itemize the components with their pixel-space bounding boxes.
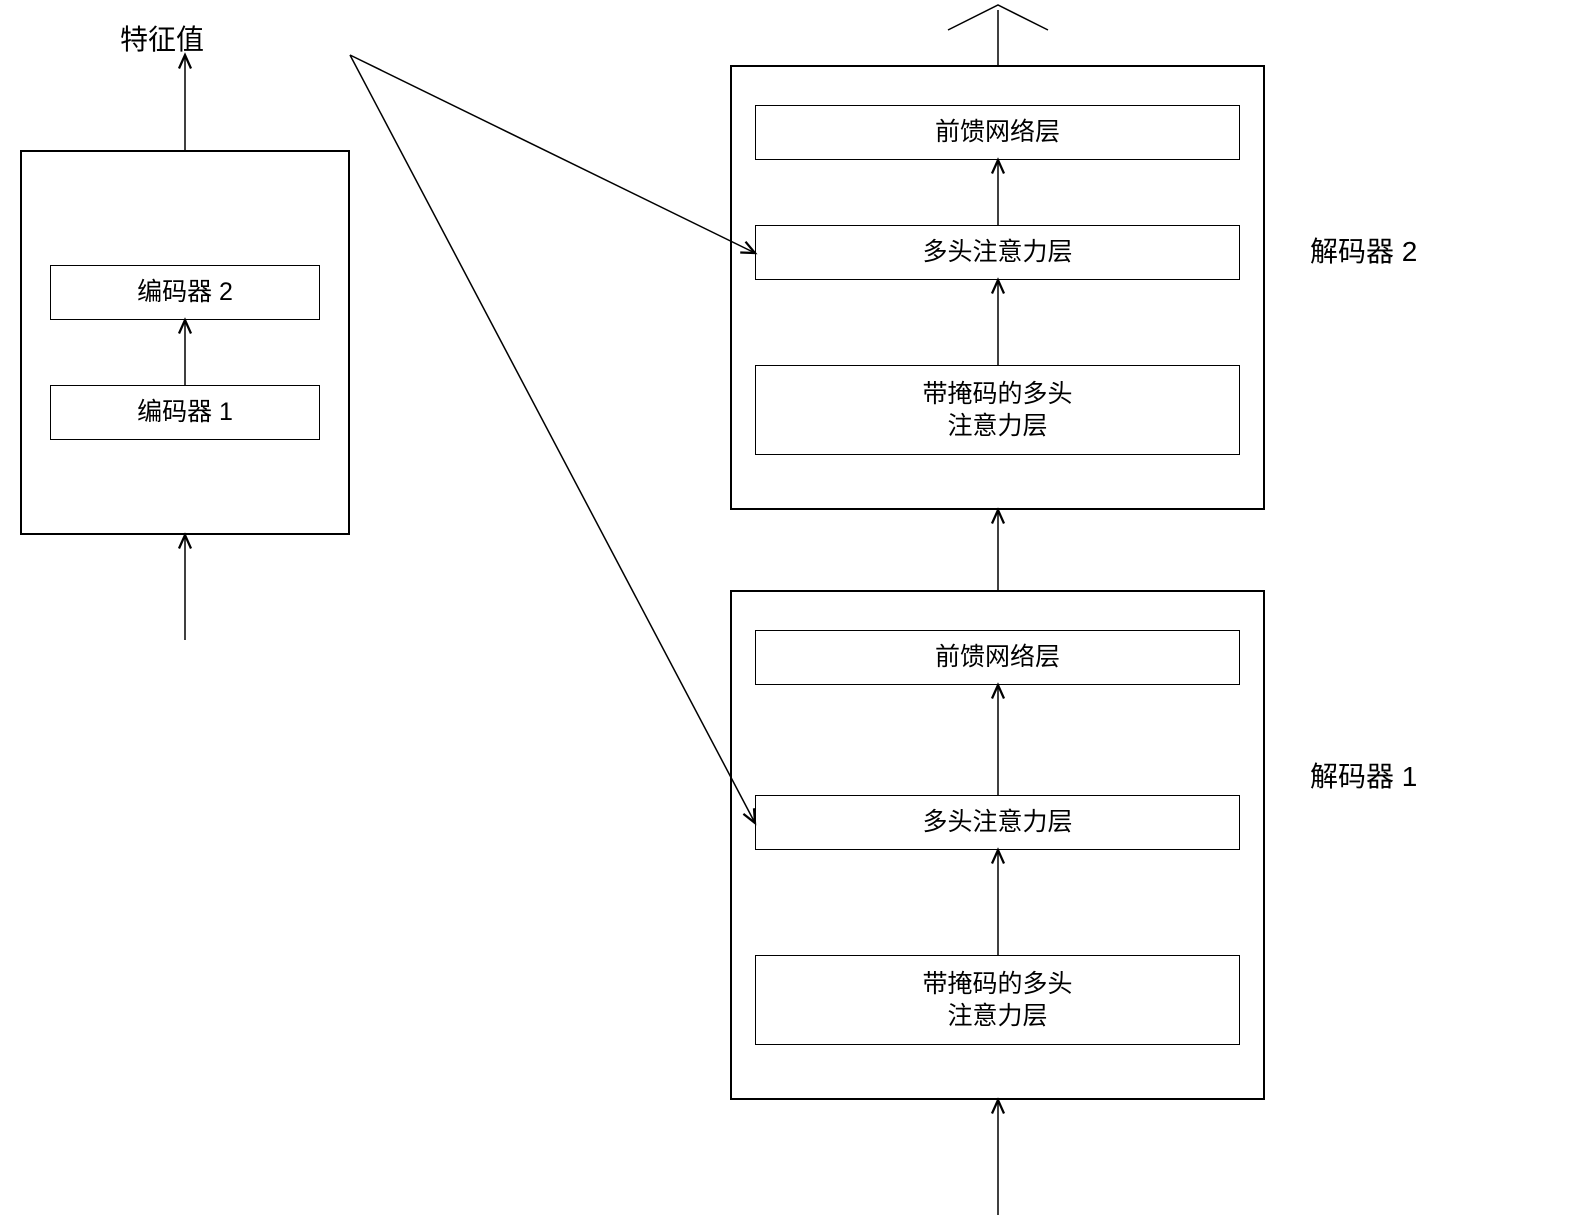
decoder-1-mha-label: 多头注意力层 (922, 806, 1072, 839)
decoder-1-ffn-box: 前馈网络层 (755, 630, 1240, 685)
decoder-2-mha-box: 多头注意力层 (755, 225, 1240, 280)
encoder-1-label: 编码器 1 (137, 396, 233, 429)
decoder-2-ffn-box: 前馈网络层 (755, 105, 1240, 160)
encoder-to-dec1-mha-line (350, 55, 755, 823)
top-label-eigenvalue: 特征值 (120, 18, 204, 58)
decoder-1-masked-box: 带掩码的多头 注意力层 (755, 955, 1240, 1045)
decoder-2-mha-label: 多头注意力层 (922, 236, 1072, 269)
encoder-2-box: 编码器 2 (50, 265, 320, 320)
encoder-1-box: 编码器 1 (50, 385, 320, 440)
decoder-2-ffn-label: 前馈网络层 (935, 116, 1060, 149)
decoder-1-mha-box: 多头注意力层 (755, 795, 1240, 850)
encoder-2-label: 编码器 2 (137, 276, 233, 309)
encoder-container (20, 150, 350, 535)
decoder-1-ffn-label: 前馈网络层 (935, 641, 1060, 674)
decoder-1-masked-label: 带掩码的多头 注意力层 (922, 968, 1072, 1033)
dec2-output-arrow-head (948, 5, 1048, 30)
encoder-to-dec2-mha-line (350, 55, 755, 253)
decoder-2-side-label: 解码器 2 (1310, 230, 1417, 270)
decoder-2-masked-box: 带掩码的多头 注意力层 (755, 365, 1240, 455)
decoder-1-side-label: 解码器 1 (1310, 755, 1417, 795)
decoder-2-masked-label: 带掩码的多头 注意力层 (922, 378, 1072, 443)
